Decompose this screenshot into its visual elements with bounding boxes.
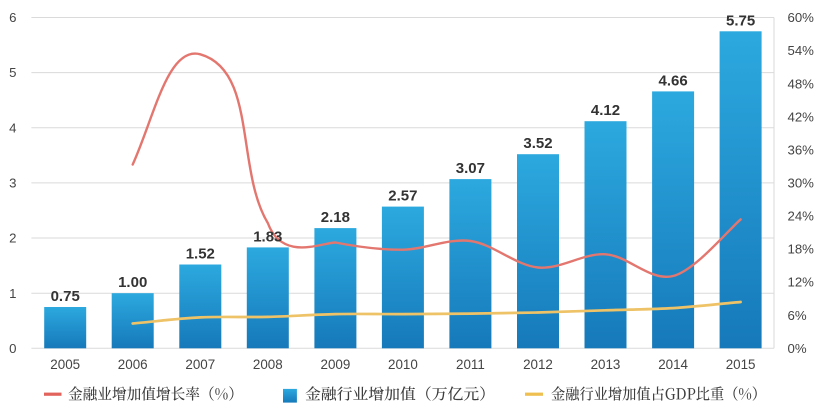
svg-text:5.75: 5.75: [726, 12, 755, 29]
svg-text:2008: 2008: [253, 357, 283, 372]
svg-text:4: 4: [9, 120, 16, 135]
svg-text:6%: 6%: [788, 308, 807, 323]
svg-text:24%: 24%: [788, 209, 815, 224]
svg-text:0%: 0%: [788, 341, 807, 356]
svg-text:1: 1: [9, 286, 16, 301]
svg-text:2: 2: [9, 231, 16, 246]
svg-text:1.52: 1.52: [186, 246, 215, 263]
svg-text:2015: 2015: [726, 357, 756, 372]
svg-text:2014: 2014: [658, 357, 688, 372]
svg-text:0.75: 0.75: [51, 288, 80, 305]
svg-text:3.52: 3.52: [523, 135, 552, 152]
svg-text:54%: 54%: [788, 43, 815, 58]
svg-text:4.66: 4.66: [658, 72, 687, 89]
svg-text:2005: 2005: [50, 357, 80, 372]
svg-text:42%: 42%: [788, 109, 815, 124]
svg-text:2010: 2010: [388, 357, 418, 372]
svg-text:18%: 18%: [788, 242, 815, 257]
svg-text:1.00: 1.00: [118, 274, 147, 291]
svg-text:2012: 2012: [523, 357, 553, 372]
svg-text:60%: 60%: [788, 10, 815, 25]
svg-text:6: 6: [9, 10, 16, 25]
svg-text:30%: 30%: [788, 176, 815, 191]
svg-text:36%: 36%: [788, 142, 815, 157]
svg-text:2013: 2013: [591, 357, 621, 372]
svg-text:3: 3: [9, 176, 16, 191]
svg-text:2006: 2006: [118, 357, 148, 372]
svg-text:48%: 48%: [788, 76, 815, 91]
svg-text:2011: 2011: [456, 357, 485, 372]
svg-text:2.18: 2.18: [321, 209, 350, 226]
svg-text:1.83: 1.83: [253, 228, 282, 245]
svg-text:2007: 2007: [185, 357, 215, 372]
svg-text:5: 5: [9, 65, 16, 80]
svg-text:4.12: 4.12: [591, 102, 620, 119]
svg-text:2009: 2009: [321, 357, 351, 372]
svg-text:0: 0: [9, 341, 16, 356]
svg-text:12%: 12%: [788, 275, 815, 290]
svg-text:2.57: 2.57: [388, 188, 417, 205]
svg-text:3.07: 3.07: [456, 160, 485, 177]
